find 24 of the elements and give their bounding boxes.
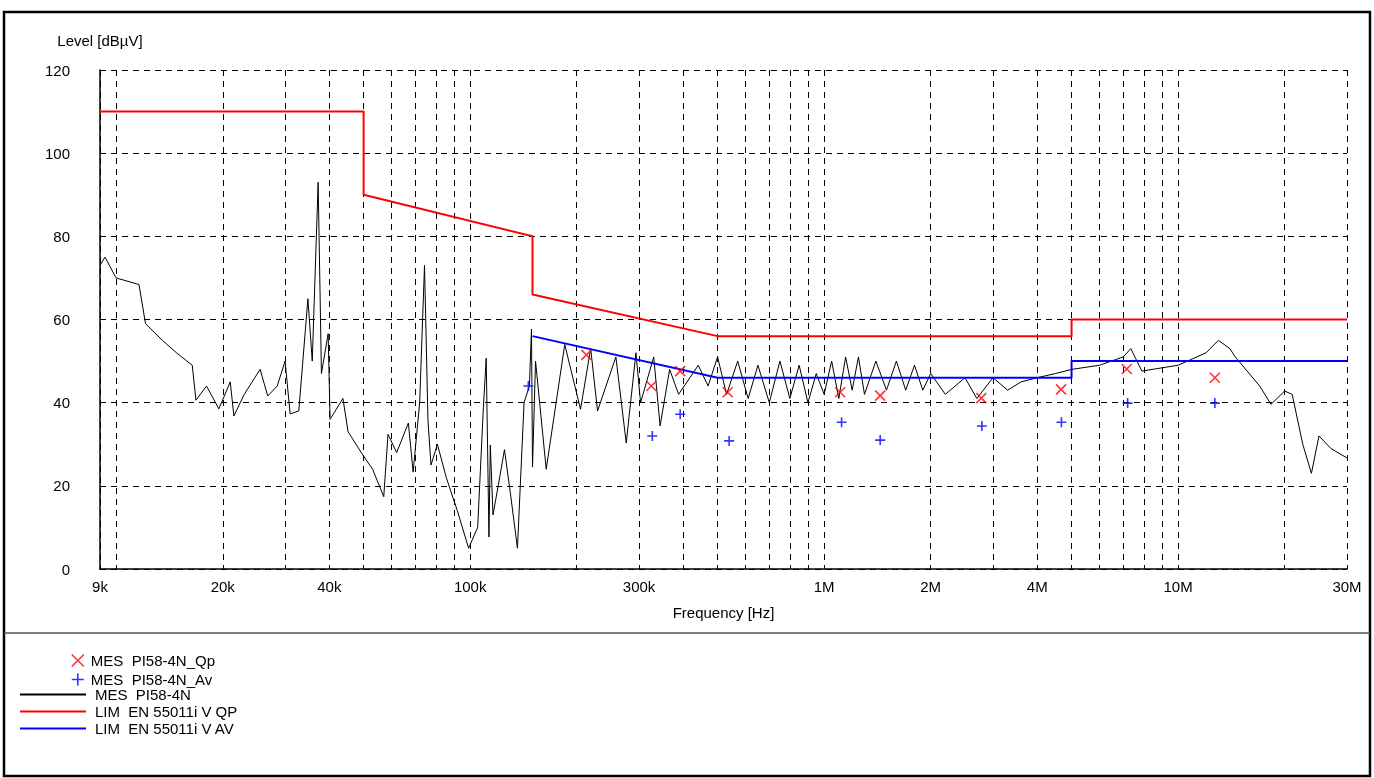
x-tick-label: 40k — [317, 578, 342, 595]
legend-label: MES PI58-4N — [95, 686, 191, 703]
y-tick-label: 60 — [53, 311, 70, 328]
x-tick-label: 10M — [1163, 578, 1193, 595]
x-tick-label: 1M — [813, 578, 835, 595]
y-tick-label: 20 — [53, 477, 70, 495]
x-tick-label: 20k — [210, 578, 236, 595]
y-tick-label: 40 — [53, 394, 70, 412]
x-tick-label: 2M — [920, 578, 942, 595]
y-axis-title: Level [dBµV] — [57, 32, 143, 49]
x-tick-label: 4M — [1026, 578, 1048, 595]
x-tick-label: 100k — [453, 578, 487, 595]
legend-label: LIM EN 55011i V AV — [95, 720, 234, 737]
x-tick-label: 9k — [92, 578, 109, 595]
legend-label: MES PI58-4N_Qp — [90, 652, 216, 669]
x-axis-title: Frequency [Hz] — [672, 604, 775, 621]
y-tick-label: 0 — [61, 560, 70, 578]
legend-label: LIM EN 55011i V QP — [95, 703, 238, 720]
y-tick-label: 120 — [44, 61, 70, 79]
y-tick-label: 100 — [44, 144, 70, 162]
legend-label: MES PI58-4N_Av — [90, 671, 213, 688]
x-tick-label: 300k — [622, 578, 656, 595]
y-tick-label: 80 — [53, 227, 70, 245]
x-tick-label: 30M — [1332, 578, 1362, 595]
